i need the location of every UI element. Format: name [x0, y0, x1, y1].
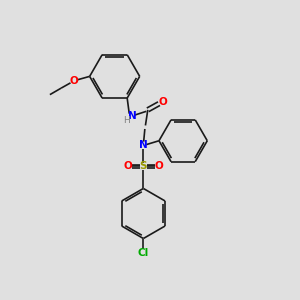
- Text: H: H: [123, 116, 130, 125]
- Text: S: S: [140, 161, 147, 171]
- Text: O: O: [69, 76, 78, 86]
- Text: O: O: [158, 97, 167, 106]
- Text: O: O: [154, 161, 163, 171]
- Text: N: N: [128, 111, 136, 121]
- Text: O: O: [124, 161, 132, 171]
- Text: Cl: Cl: [138, 248, 149, 258]
- Text: N: N: [139, 140, 148, 150]
